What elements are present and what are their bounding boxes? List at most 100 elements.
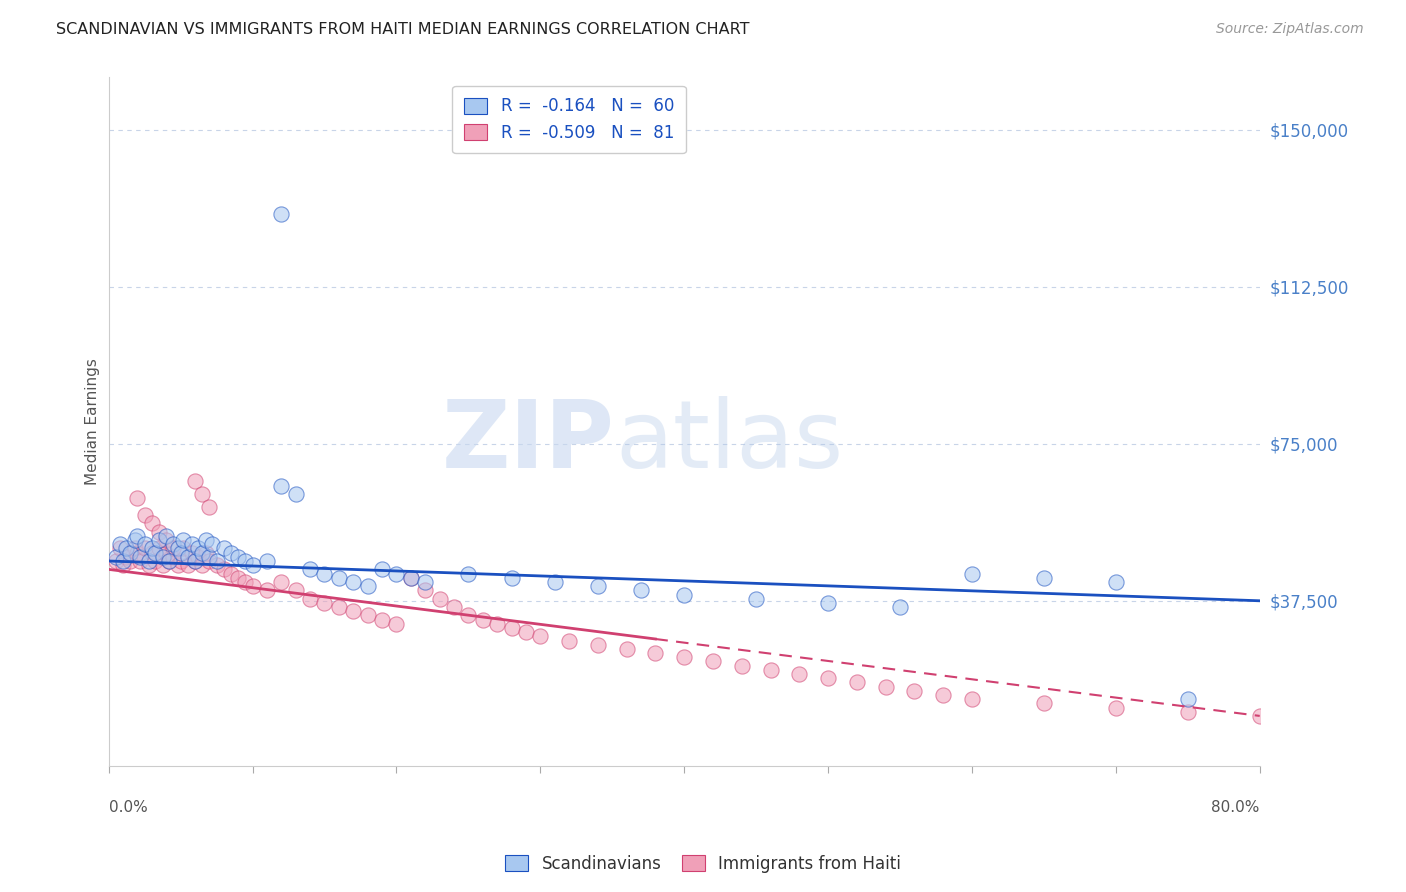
Text: ZIP: ZIP <box>443 396 614 489</box>
Point <box>181 546 204 560</box>
Point <box>169 546 191 560</box>
Point <box>226 571 249 585</box>
Point <box>371 613 394 627</box>
Point <box>212 562 235 576</box>
Point <box>242 558 264 573</box>
Point <box>143 554 166 568</box>
Text: SCANDINAVIAN VS IMMIGRANTS FROM HAITI MEDIAN EARNINGS CORRELATION CHART: SCANDINAVIAN VS IMMIGRANTS FROM HAITI ME… <box>56 22 749 37</box>
Point <box>457 608 479 623</box>
Point <box>270 478 292 492</box>
Point <box>586 638 609 652</box>
Point <box>120 554 142 568</box>
Point <box>198 549 221 564</box>
Point <box>129 554 152 568</box>
Point <box>299 591 322 606</box>
Point <box>155 533 177 547</box>
Point <box>242 579 264 593</box>
Point <box>356 579 378 593</box>
Point <box>184 554 207 568</box>
Point <box>845 675 868 690</box>
Point <box>270 206 292 220</box>
Point <box>673 650 696 665</box>
Point <box>127 529 149 543</box>
Point <box>148 533 170 547</box>
Point <box>108 541 131 556</box>
Point <box>191 558 214 573</box>
Point <box>284 583 307 598</box>
Point <box>558 633 581 648</box>
Point <box>166 558 188 573</box>
Point <box>111 558 134 573</box>
Point <box>399 571 422 585</box>
Point <box>141 516 163 531</box>
Point <box>342 574 364 589</box>
Point <box>124 533 146 547</box>
Point <box>138 558 160 573</box>
Point <box>205 558 228 573</box>
Point <box>413 583 436 598</box>
Point <box>443 600 465 615</box>
Point <box>152 558 174 573</box>
Point <box>127 491 149 506</box>
Point <box>385 566 408 581</box>
Point <box>233 554 256 568</box>
Point <box>134 541 156 556</box>
Point <box>111 554 134 568</box>
Point <box>314 596 336 610</box>
Point <box>104 554 127 568</box>
Point <box>219 546 242 560</box>
Point <box>1032 697 1054 711</box>
Point <box>284 487 307 501</box>
Point <box>141 541 163 556</box>
Point <box>184 554 207 568</box>
Point <box>162 537 184 551</box>
Point <box>205 554 228 568</box>
Point <box>256 554 278 568</box>
Point <box>457 566 479 581</box>
Point <box>256 583 278 598</box>
Point <box>875 680 897 694</box>
Point <box>429 591 451 606</box>
Point <box>195 546 218 560</box>
Point <box>745 591 768 606</box>
Point <box>586 579 609 593</box>
Point <box>1177 705 1199 719</box>
Point <box>191 546 214 560</box>
Point <box>157 554 180 568</box>
Point <box>501 571 523 585</box>
Point <box>172 541 194 556</box>
Point <box>328 571 350 585</box>
Point <box>889 600 911 615</box>
Point <box>134 508 156 522</box>
Point <box>314 566 336 581</box>
Point <box>187 541 209 556</box>
Point <box>177 549 200 564</box>
Point <box>162 549 184 564</box>
Text: 80.0%: 80.0% <box>1212 799 1260 814</box>
Point <box>702 655 724 669</box>
Point <box>108 537 131 551</box>
Point <box>184 475 207 489</box>
Point <box>932 688 955 702</box>
Point <box>413 574 436 589</box>
Point <box>148 524 170 539</box>
Y-axis label: Median Earnings: Median Earnings <box>86 359 100 485</box>
Point <box>187 549 209 564</box>
Point <box>501 621 523 635</box>
Point <box>759 663 782 677</box>
Point <box>201 537 224 551</box>
Point <box>515 625 537 640</box>
Legend: Scandinavians, Immigrants from Haiti: Scandinavians, Immigrants from Haiti <box>498 848 908 880</box>
Point <box>630 583 652 598</box>
Legend: R =  -0.164   N =  60, R =  -0.509   N =  81: R = -0.164 N = 60, R = -0.509 N = 81 <box>453 86 686 153</box>
Point <box>195 533 218 547</box>
Point <box>960 566 983 581</box>
Point <box>191 487 214 501</box>
Point <box>115 549 138 564</box>
Point <box>219 566 242 581</box>
Point <box>616 641 638 656</box>
Point <box>157 554 180 568</box>
Point <box>544 574 567 589</box>
Point <box>1032 571 1054 585</box>
Point <box>1105 574 1128 589</box>
